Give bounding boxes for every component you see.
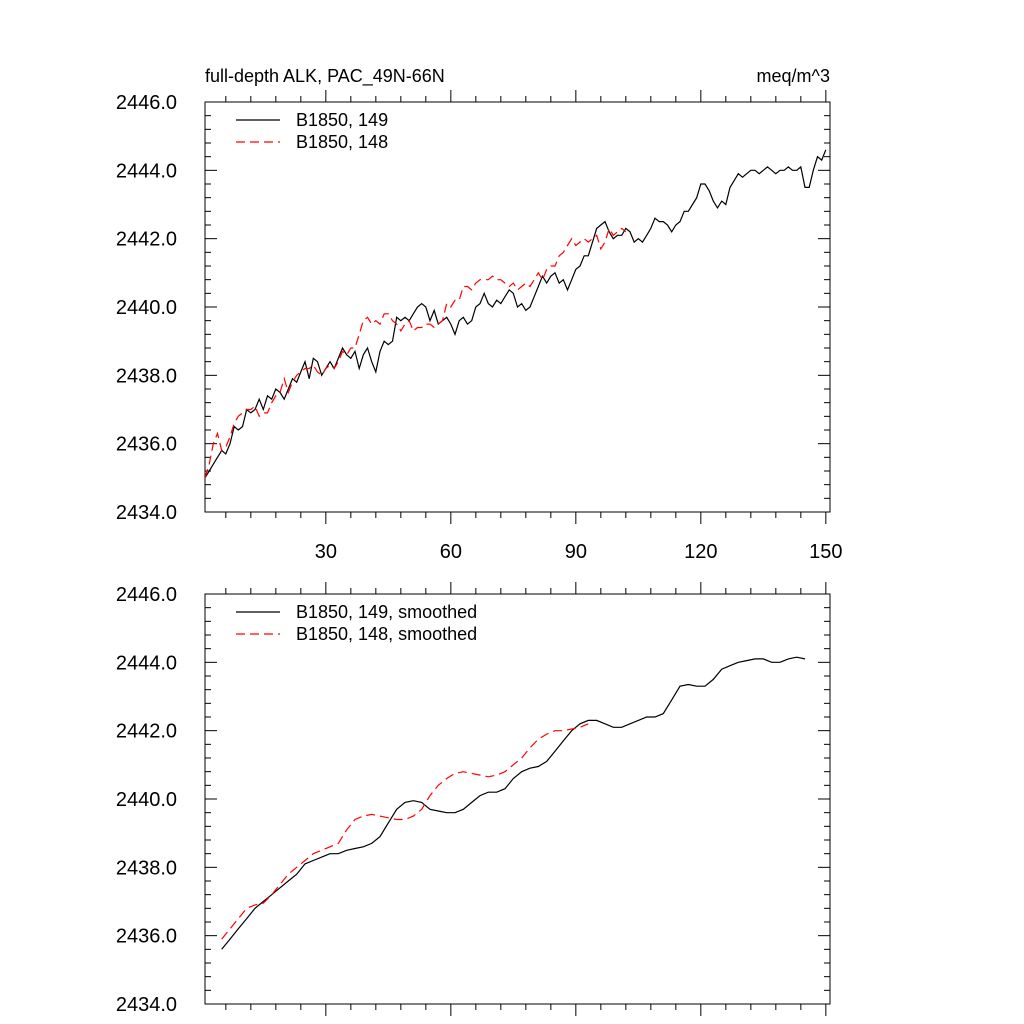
legend-label-0: B1850, 149	[296, 110, 388, 130]
y-tick-label: 2440.0	[116, 789, 177, 811]
y-tick-label: 2436.0	[116, 434, 177, 456]
series-line-1	[221, 723, 589, 940]
bottom-panel: 2434.0 2436.0 2438.0 2440.0 2442.0 2444.0 2446…	[116, 582, 831, 1016]
y-tick-label: 2442.0	[116, 229, 177, 251]
y-tick-label: 2438.0	[116, 857, 177, 879]
x-tick-label: 30	[315, 541, 337, 563]
series-line-0	[205, 149, 827, 479]
legend-label-1: B1850, 148, smoothed	[296, 624, 477, 644]
y-tick-label: 2440.0	[116, 297, 177, 319]
y-tick-label: 2442.0	[116, 721, 177, 743]
y-tick-label: 2444.0	[116, 652, 177, 674]
y-tick-label: 2446.0	[116, 92, 177, 114]
x-tick-label: 90	[565, 541, 587, 563]
x-tick-label: 150	[809, 541, 842, 563]
plot-frame	[204, 593, 831, 1005]
chart-title: full-depth ALK, PAC_49N-66N	[205, 66, 445, 87]
y-tick-label: 2434.0	[116, 502, 177, 524]
top-panel: 2434.0 2436.0 2438.0 2440.0 2442.0 2444.0 2446…	[116, 66, 843, 563]
y-tick-label: 2446.0	[116, 584, 177, 606]
x-tick-label: 120	[684, 541, 717, 563]
legend-label-1: B1850, 148	[296, 132, 388, 152]
x-tick-label: 60	[440, 541, 462, 563]
y-tick-label: 2434.0	[116, 994, 177, 1016]
y-tick-label: 2444.0	[116, 160, 177, 182]
y-tick-label: 2436.0	[116, 926, 177, 948]
units-label: meq/m^3	[757, 66, 830, 86]
series-line-0	[221, 656, 806, 950]
series-line-1	[205, 226, 627, 478]
legend-label-0: B1850, 149, smoothed	[296, 602, 477, 622]
y-tick-label: 2438.0	[116, 365, 177, 387]
